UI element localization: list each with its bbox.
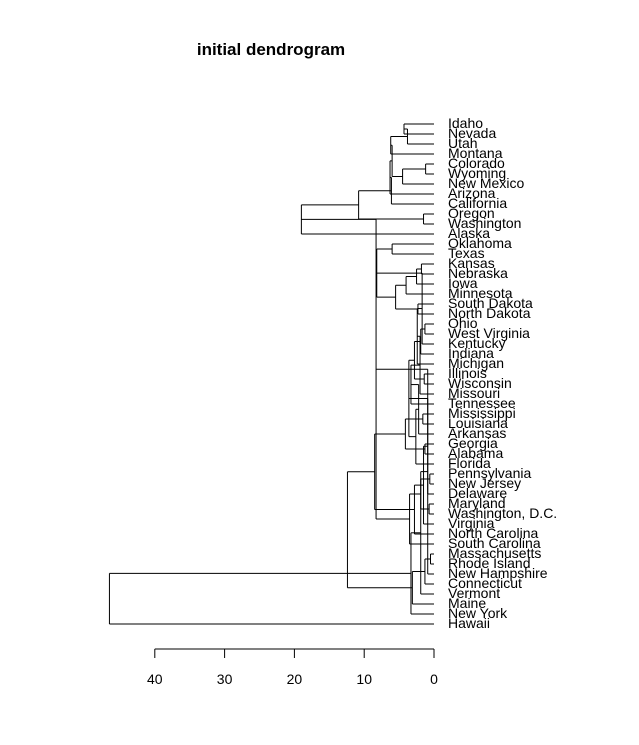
leaf-label: Virginia	[448, 515, 495, 531]
leaf-label: Delaware	[448, 485, 507, 501]
leaf-label: Louisiana	[448, 415, 508, 431]
leaf-label: Massachusetts	[448, 545, 541, 561]
leaf-label: South Dakota	[448, 295, 533, 311]
leaf-label: Georgia	[448, 435, 498, 451]
leaf-label: Nebraska	[448, 265, 508, 281]
leaf-label: Ohio	[448, 315, 478, 331]
x-axis-tick-label: 20	[287, 671, 303, 687]
leaf-label: Idaho	[448, 115, 483, 131]
leaf-label: Missouri	[448, 385, 500, 401]
x-axis-tick-label: 10	[356, 671, 372, 687]
leaf-label: Mississippi	[448, 405, 516, 421]
leaf-label: Kentucky	[448, 335, 506, 351]
leaf-label: New York	[448, 605, 508, 621]
leaf-labels: IdahoNevadaUtahMontanaColoradoWyomingNew…	[448, 115, 557, 631]
x-axis-tick-label: 40	[147, 671, 163, 687]
leaf-label: Montana	[448, 145, 503, 161]
leaf-label: Indiana	[448, 345, 494, 361]
leaf-label: Tennessee	[448, 395, 516, 411]
leaf-label: Arkansas	[448, 425, 506, 441]
leaf-label: Alaska	[448, 225, 490, 241]
leaf-label: Oklahoma	[448, 235, 512, 251]
leaf-label: California	[448, 195, 507, 211]
leaf-label: Texas	[448, 245, 485, 261]
leaf-label: Rhode Island	[448, 555, 531, 571]
leaf-label: Utah	[448, 135, 478, 151]
dendrogram-branches	[108, 123, 434, 625]
x-axis: 40 30 20 10 0	[147, 648, 438, 687]
leaf-label: New Jersey	[448, 475, 521, 491]
leaf-label: Washington	[448, 215, 521, 231]
leaf-label: New Mexico	[448, 175, 524, 191]
leaf-label: Maine	[448, 595, 486, 611]
leaf-label: Iowa	[448, 275, 478, 291]
leaf-label: North Carolina	[448, 525, 538, 541]
leaf-label: North Dakota	[448, 305, 531, 321]
x-axis-tick-label: 30	[217, 671, 233, 687]
leaf-label: Illinois	[448, 365, 487, 381]
leaf-label: Nevada	[448, 125, 496, 141]
leaf-label: Vermont	[448, 585, 500, 601]
leaf-label: Maryland	[448, 495, 506, 511]
leaf-label: New Hampshire	[448, 565, 548, 581]
leaf-label: Pennsylvania	[448, 465, 531, 481]
leaf-label: Wisconsin	[448, 375, 512, 391]
chart-title: initial dendrogram	[197, 40, 345, 59]
leaf-label: Wyoming	[448, 165, 506, 181]
leaf-label: Connecticut	[448, 575, 522, 591]
leaf-label: Kansas	[448, 255, 495, 271]
leaf-label: Alabama	[448, 445, 503, 461]
leaf-label: Colorado	[448, 155, 505, 171]
leaf-label: Washington, D.C.	[448, 505, 557, 521]
leaf-label: Michigan	[448, 355, 504, 371]
leaf-label: Hawaii	[448, 615, 490, 631]
leaf-label: Minnesota	[448, 285, 513, 301]
leaf-label: South Carolina	[448, 535, 541, 551]
leaf-label: West Virginia	[448, 325, 530, 341]
leaf-label: Oregon	[448, 205, 495, 221]
x-axis-tick-label: 0	[430, 671, 438, 687]
leaf-label: Arizona	[448, 185, 496, 201]
leaf-label: Florida	[448, 455, 491, 471]
